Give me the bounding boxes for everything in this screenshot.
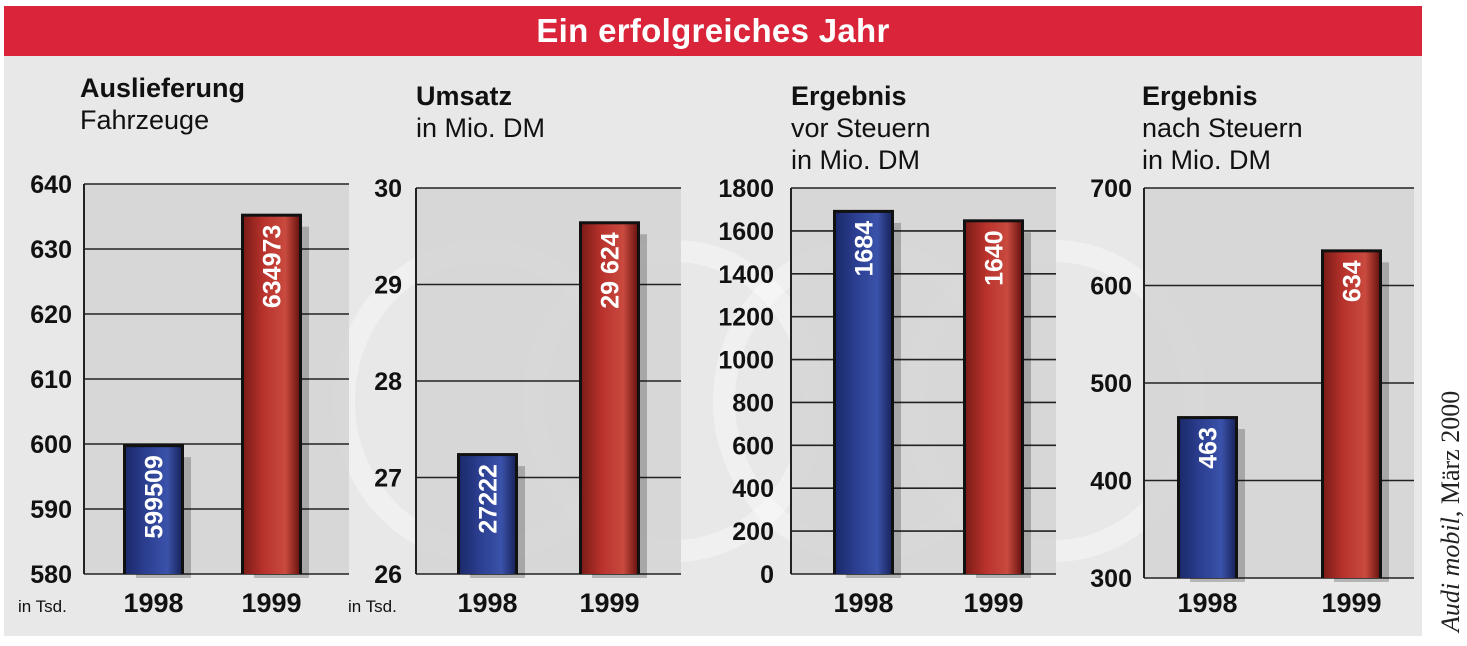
y-tick-label: 620 — [30, 301, 72, 329]
bar-value-label: 599509 — [141, 455, 169, 538]
source-date: März 2000 — [1436, 390, 1465, 505]
x-category-label: 1998 — [123, 588, 183, 618]
x-category-label: 1999 — [579, 588, 639, 618]
y-tick-label: 400 — [1090, 468, 1132, 496]
banner-title: Ein erfolgreiches Jahr — [536, 12, 890, 49]
chart-title: Umsatz in Mio. DM — [416, 80, 545, 144]
chart-title: Ergebnis vor Steuern in Mio. DM — [791, 80, 931, 176]
y-tick-label: 400 — [732, 475, 774, 503]
y-tick-label: 640 — [30, 171, 72, 199]
chart-subtitle-line: in Mio. DM — [791, 145, 921, 175]
bar-value-label: 634973 — [259, 225, 287, 308]
bar-value-label: 463 — [1195, 427, 1223, 469]
chart-title-main: Ergebnis — [1142, 81, 1258, 111]
y-tick-label: 0 — [760, 561, 774, 589]
source-publication: Audi mobil — [1436, 517, 1465, 632]
y-tick-label: 1600 — [718, 218, 774, 246]
chart-panel-1: 580 590 600 610 620 630 640 599509 1998 634973 199… — [18, 171, 349, 618]
chart-panel-2: 26 27 28 29 30 27222 1998 29 624 1999 in Tsd. — [348, 175, 681, 618]
y-tick-label: 29 — [374, 272, 402, 300]
chart-title-main: Ergebnis — [791, 81, 907, 111]
y-tick-label: 600 — [30, 431, 72, 459]
bar-1998 — [460, 456, 515, 574]
chart-title: Ergebnis nach Steuern in Mio. DM — [1142, 80, 1303, 176]
bar-1999 — [1324, 252, 1379, 578]
x-category-label: 1998 — [457, 588, 517, 618]
y-tick-label: 1200 — [718, 304, 774, 332]
unit-note: in Tsd. — [18, 597, 67, 616]
charts-area: 580 590 600 610 620 630 640 599509 1998 634973 199… — [4, 6, 1422, 636]
bar-value-label: 1684 — [851, 221, 879, 277]
bar-1998 — [126, 447, 181, 574]
x-category-label: 1999 — [963, 588, 1023, 618]
infographic: Ein erfolgreiches Jahr 580 590 600 610 620 63… — [4, 6, 1422, 636]
chart-subtitle-line: in Mio. DM — [1142, 145, 1272, 175]
y-tick-label: 800 — [732, 389, 774, 417]
chart-subtitle-line: vor Steuern — [791, 113, 931, 143]
chart-subtitle-line: in Mio. DM — [416, 113, 546, 143]
x-category-label: 1998 — [833, 588, 893, 618]
chart-panel-3: 0 200 400 600 800 1000 1200 1400 1600 1800 1684 199… — [718, 175, 1056, 618]
x-category-label: 1999 — [1321, 588, 1381, 618]
y-tick-label: 30 — [374, 175, 402, 203]
y-tick-label: 1400 — [718, 261, 774, 289]
y-tick-label: 580 — [30, 561, 72, 589]
bar-1998 — [1180, 419, 1235, 578]
y-tick-label: 27 — [374, 465, 402, 493]
bar-1999 — [244, 216, 299, 574]
x-category-label: 1998 — [1177, 588, 1237, 618]
bar-value-label: 29 624 — [597, 232, 625, 309]
source-credit: Audi mobil, März 2000 — [1436, 391, 1466, 632]
chart-subtitle-line: nach Steuern — [1142, 113, 1303, 143]
y-tick-label: 600 — [732, 432, 774, 460]
bar-value-label: 27222 — [475, 464, 503, 534]
source-separator: , — [1436, 504, 1465, 518]
y-tick-label: 700 — [1090, 175, 1132, 203]
title-banner: Ein erfolgreiches Jahr — [4, 6, 1422, 56]
y-tick-label: 300 — [1090, 565, 1132, 593]
bar-1999 — [966, 222, 1021, 575]
y-tick-label: 1000 — [718, 347, 774, 375]
y-tick-label: 600 — [1090, 273, 1132, 301]
charts-svg: 580 590 600 610 620 630 640 599509 1998 634973 199… — [18, 171, 1414, 618]
chart-panel-4: 300 400 500 600 700 463 1998 634 1999 — [1090, 175, 1414, 618]
y-tick-label: 200 — [732, 518, 774, 546]
bar-value-label: 1640 — [981, 230, 1009, 286]
bar-1998 — [836, 212, 891, 574]
y-tick-label: 610 — [30, 366, 72, 394]
y-tick-label: 1800 — [718, 175, 774, 203]
bar-value-label: 634 — [1339, 260, 1367, 302]
y-tick-label: 590 — [30, 496, 72, 524]
y-tick-label: 500 — [1090, 370, 1132, 398]
chart-title-main: Auslieferung — [80, 73, 246, 103]
chart-title-main: Umsatz — [416, 81, 513, 111]
y-tick-label: 28 — [374, 368, 402, 396]
chart-title: Auslieferung Fahrzeuge — [80, 72, 245, 136]
y-tick-label: 630 — [30, 236, 72, 264]
bar-1999 — [582, 224, 637, 574]
chart-subtitle-line: Fahrzeuge — [80, 105, 210, 135]
y-tick-label: 26 — [374, 561, 402, 589]
unit-note: in Tsd. — [348, 597, 397, 616]
x-category-label: 1999 — [241, 588, 301, 618]
